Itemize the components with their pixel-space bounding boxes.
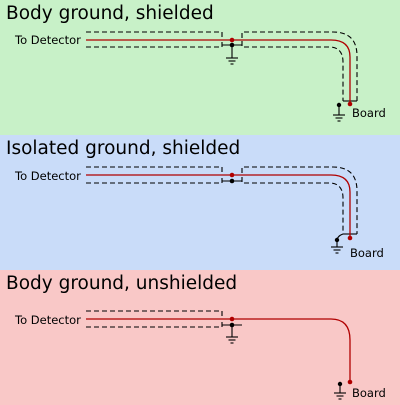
diagram-body-ground-shielded [86, 31, 358, 122]
shield-lower-left [86, 177, 223, 184]
board-ground-dot [337, 381, 343, 387]
to-detector-label: To Detector [15, 313, 81, 327]
to-detector-label: To Detector [15, 33, 81, 47]
panel-title: Body ground, unshielded [6, 273, 238, 294]
board-signal-dot [347, 101, 353, 107]
board-signal-dot [347, 379, 353, 385]
junction-dot [229, 178, 235, 184]
junction-dot [229, 316, 235, 322]
board-label: Board [352, 106, 386, 120]
panel-body-ground-shielded: Body ground, shielded To Detector Board [0, 0, 400, 135]
shield-upper-left [86, 166, 223, 173]
shield-inner-right [241, 177, 344, 234]
board-label: Board [352, 386, 386, 400]
panel-title: Isolated ground, shielded [6, 138, 241, 159]
shield-outer-right [241, 31, 358, 101]
ground-symbol [226, 57, 238, 65]
panel-body-ground-unshielded: Body ground, unshielded To Detector Boar… [0, 270, 400, 405]
shield-outer-right [241, 166, 358, 234]
panel-isolated-ground-shielded: Isolated ground, shielded To Detector Bo… [0, 135, 400, 270]
board-signal-dot [347, 235, 353, 241]
junction-dot [229, 172, 235, 178]
shield-lower-left [86, 41, 223, 48]
signal-wire [86, 39, 351, 104]
junction-dot [229, 42, 235, 48]
shield-upper-left [86, 31, 223, 38]
board-label: Board [350, 246, 384, 260]
junction-dot [229, 37, 235, 43]
to-detector-label: To Detector [15, 169, 81, 183]
ground-symbol [333, 114, 345, 122]
shield-upper-left [86, 310, 223, 317]
signal-wire [86, 318, 351, 382]
shield-lower-left [86, 321, 223, 328]
diagram-body-ground-unshielded [86, 310, 353, 400]
shield-inner-right [241, 41, 344, 101]
board-ground-dot [336, 102, 342, 108]
ground-symbol [334, 392, 346, 400]
signal-wire [86, 174, 351, 238]
junction-dot [229, 322, 235, 328]
diagram-isolated-ground-shielded [86, 166, 358, 254]
board-ground-dot [334, 237, 340, 243]
panel-title: Body ground, shielded [6, 3, 214, 24]
ground-symbol [226, 336, 238, 344]
ground-symbol [331, 246, 343, 254]
